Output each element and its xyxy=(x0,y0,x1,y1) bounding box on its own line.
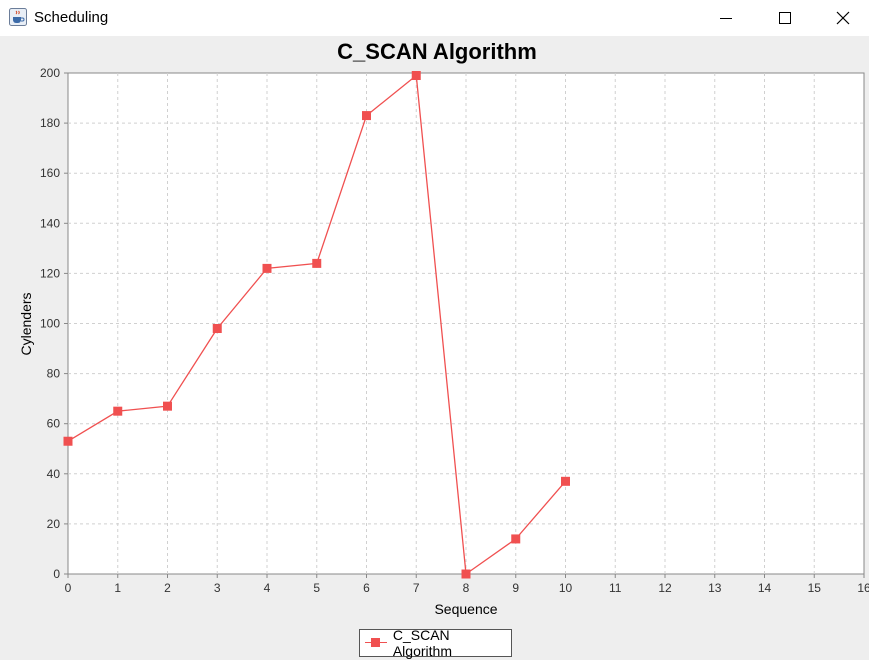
x-tick-label: 16 xyxy=(857,581,869,595)
x-tick-label: 11 xyxy=(609,581,622,595)
x-tick-label: 9 xyxy=(512,581,519,595)
data-point-marker xyxy=(561,476,570,486)
x-tick-label: 6 xyxy=(363,581,370,595)
close-icon xyxy=(836,11,850,25)
x-tick-label: 4 xyxy=(264,581,271,595)
y-tick-label: 180 xyxy=(40,116,60,130)
x-axis-label: Sequence xyxy=(434,601,497,617)
y-tick-label: 40 xyxy=(47,467,61,481)
y-tick-label: 160 xyxy=(40,166,60,180)
tick-labels: 0 1 2 3 4 5 6 7 8 9 10 11 12 13 14 15 160204060801001201… xyxy=(40,66,869,595)
y-tick-label: 20 xyxy=(47,517,61,531)
data-point-marker xyxy=(411,71,421,81)
x-tick-label: 5 xyxy=(313,581,320,595)
java-cup-icon xyxy=(9,8,27,26)
y-tick-label: 0 xyxy=(53,567,60,581)
grid-lines xyxy=(68,73,864,574)
legend-square-marker-icon xyxy=(365,637,387,649)
maximize-icon xyxy=(779,12,791,24)
x-tick-label: 13 xyxy=(708,581,722,595)
line-chart: C_SCAN Algorithm 0 1 2 3 4 5 6 7 8 9 10 11 12 13 14 15 1… xyxy=(18,39,869,617)
data-point-marker xyxy=(511,534,521,544)
data-point-marker xyxy=(63,436,73,446)
y-tick-label: 120 xyxy=(40,266,60,280)
chart-title: C_SCAN Algorithm xyxy=(337,39,537,64)
window-title: Scheduling xyxy=(34,9,109,26)
x-tick-label: 15 xyxy=(808,581,822,595)
data-point-marker xyxy=(212,324,222,334)
x-tick-label: 7 xyxy=(413,581,420,595)
minimize-icon xyxy=(720,18,732,19)
legend-label: C_SCAN Algorithm xyxy=(392,627,452,659)
y-tick-label: 100 xyxy=(40,317,60,331)
data-point-marker xyxy=(362,111,371,121)
x-tick-label: 8 xyxy=(463,581,470,595)
y-tick-label: 200 xyxy=(40,66,60,80)
x-tick-label: 3 xyxy=(214,581,221,595)
data-point-marker xyxy=(312,258,322,268)
maximize-button[interactable] xyxy=(756,0,814,36)
data-point-marker xyxy=(113,406,123,416)
chart-panel: C_SCAN Algorithm 0 1 2 3 4 5 6 7 8 9 10 11 12 13 14 15 1… xyxy=(0,36,869,660)
x-tick-label: 12 xyxy=(658,581,672,595)
y-axis-label: Cylenders xyxy=(18,292,34,355)
data-point-marker xyxy=(461,569,471,579)
data-point-marker xyxy=(262,263,272,273)
x-tick-label: 14 xyxy=(758,581,772,595)
x-tick-label: 10 xyxy=(559,581,573,595)
x-tick-label: 2 xyxy=(164,581,171,595)
x-tick-label: 1 xyxy=(114,581,121,595)
y-tick-label: 140 xyxy=(40,216,60,230)
y-tick-label: 60 xyxy=(47,417,61,431)
x-tick-label: 0 xyxy=(65,581,72,595)
legend: C_SCAN Algorithm xyxy=(359,627,512,659)
data-point-marker xyxy=(163,401,172,411)
close-button[interactable] xyxy=(814,0,869,36)
minimize-button[interactable] xyxy=(697,0,755,36)
title-bar: Scheduling xyxy=(0,0,869,36)
y-tick-label: 80 xyxy=(47,367,61,381)
series-c-scan xyxy=(63,71,570,579)
